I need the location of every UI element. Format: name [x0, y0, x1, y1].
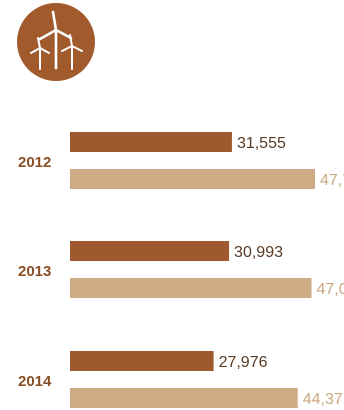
wind-turbine-icon: [17, 3, 95, 81]
value-label-2012-series-1: 31,555: [237, 135, 286, 152]
bar-2014-series-1: [70, 351, 214, 371]
bar-2013-series-1: [70, 241, 230, 261]
value-label-2014-series-1: 27,976: [219, 354, 268, 371]
bar-2013-series-2: [70, 278, 312, 298]
bar-2014-series-2: [70, 388, 298, 408]
value-label-2012-series-2: 47,740: [320, 172, 344, 189]
bar-2012-series-1: [70, 132, 232, 152]
bar-2012-series-2: [70, 169, 315, 189]
year-label-2013: 2013: [18, 263, 51, 280]
value-label-2013-series-2: 47,056: [316, 281, 344, 298]
value-label-2013-series-1: 30,993: [234, 244, 283, 261]
value-label-2014-series-2: 44,371: [303, 391, 344, 408]
year-label-2014: 2014: [18, 373, 52, 390]
year-label-2012: 2012: [18, 154, 51, 171]
